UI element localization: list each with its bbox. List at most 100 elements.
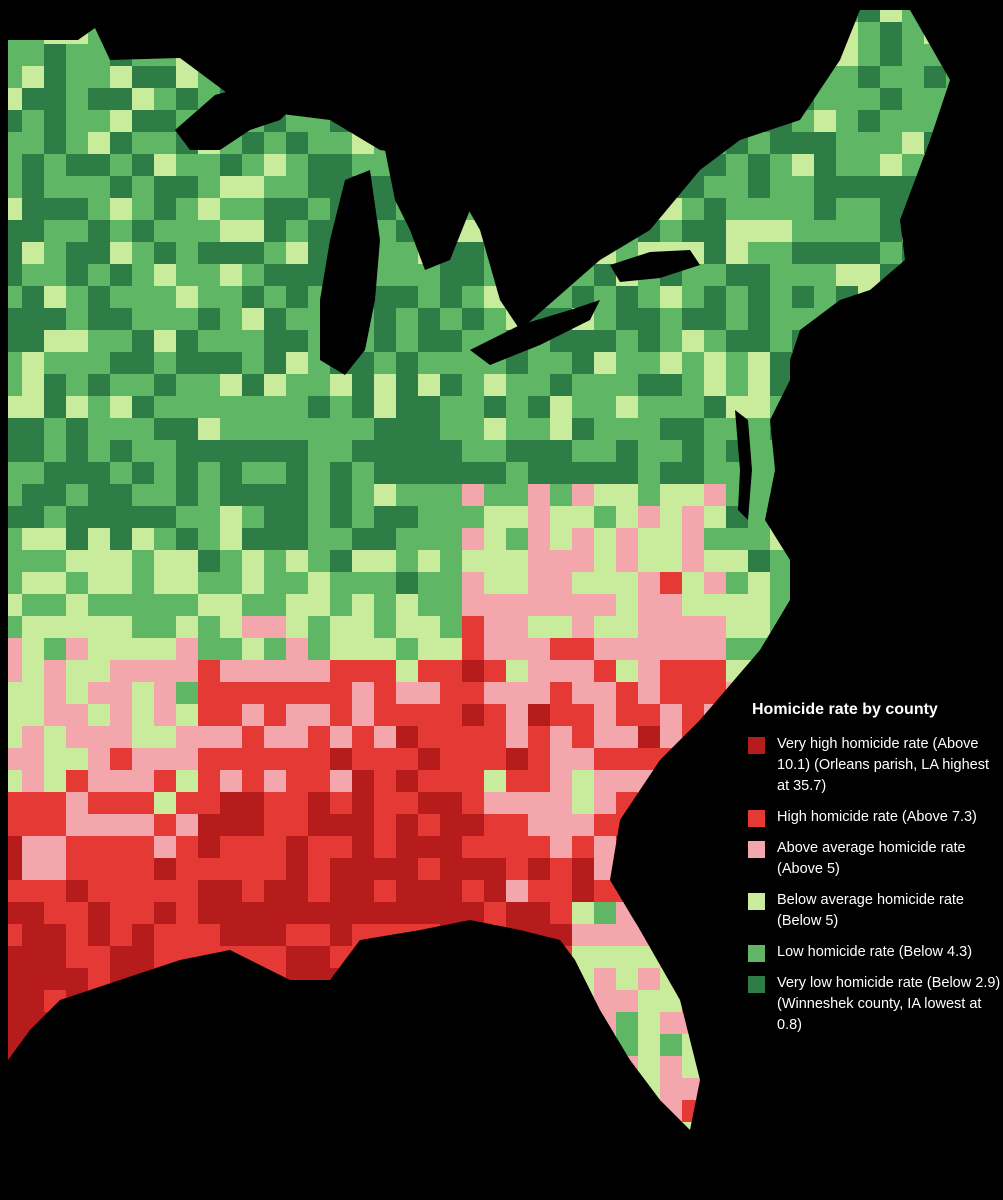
county-cell	[814, 132, 837, 155]
county-cell	[308, 836, 331, 859]
county-cell	[374, 594, 397, 617]
county-cell	[396, 308, 419, 331]
county-cell	[462, 440, 485, 463]
county-cell	[528, 550, 551, 573]
county-cell	[242, 858, 265, 881]
county-cell	[440, 770, 463, 793]
county-cell	[418, 286, 441, 309]
county-cell	[110, 352, 133, 375]
county-cell	[484, 836, 507, 859]
county-cell	[110, 572, 133, 595]
county-cell	[528, 770, 551, 793]
county-cell	[154, 220, 177, 243]
county-cell	[792, 220, 815, 243]
county-cell	[264, 704, 287, 727]
county-cell	[154, 66, 177, 89]
county-cell	[682, 484, 705, 507]
county-cell	[374, 638, 397, 661]
county-cell	[176, 836, 199, 859]
county-cell	[660, 682, 683, 705]
county-cell	[638, 352, 661, 375]
county-cell	[264, 220, 287, 243]
county-cell	[638, 572, 661, 595]
county-cell	[308, 396, 331, 419]
county-cell	[616, 704, 639, 727]
county-cell	[528, 814, 551, 837]
county-cell	[154, 528, 177, 551]
county-cell	[220, 528, 243, 551]
legend-label: Above average homicide rate (Above 5)	[777, 840, 966, 877]
county-cell	[594, 946, 617, 969]
county-cell	[264, 902, 287, 925]
county-cell	[462, 506, 485, 529]
county-cell	[132, 572, 155, 595]
county-cell	[572, 594, 595, 617]
county-cell	[264, 352, 287, 375]
county-cell	[352, 550, 375, 573]
county-cell	[462, 836, 485, 859]
county-cell	[440, 748, 463, 771]
county-cell	[8, 836, 23, 859]
county-cell	[220, 924, 243, 947]
county-cell	[44, 440, 67, 463]
county-cell	[770, 220, 793, 243]
county-cell	[132, 66, 155, 89]
county-cell	[286, 638, 309, 661]
county-cell	[286, 264, 309, 287]
county-cell	[462, 770, 485, 793]
county-cell	[374, 572, 397, 595]
county-cell	[792, 132, 815, 155]
county-cell	[110, 220, 133, 243]
county-cell	[264, 726, 287, 749]
county-cell	[550, 858, 573, 881]
county-cell	[8, 484, 23, 507]
county-cell	[682, 308, 705, 331]
county-cell	[132, 858, 155, 881]
county-cell	[726, 308, 749, 331]
county-cell	[638, 594, 661, 617]
county-cell	[176, 440, 199, 463]
county-cell	[264, 660, 287, 683]
county-cell	[110, 814, 133, 837]
county-cell	[506, 660, 529, 683]
county-cell	[858, 176, 881, 199]
county-cell	[440, 902, 463, 925]
county-cell	[66, 484, 89, 507]
county-cell	[110, 836, 133, 859]
county-cell	[484, 308, 507, 331]
county-cell	[66, 154, 89, 177]
county-cell	[858, 132, 881, 155]
county-cell	[836, 88, 859, 111]
legend-swatch	[748, 737, 765, 754]
county-cell	[682, 638, 705, 661]
county-cell	[770, 330, 793, 353]
county-cell	[726, 638, 749, 661]
county-cell	[154, 396, 177, 419]
county-cell	[858, 154, 881, 177]
county-cell	[594, 990, 617, 1013]
county-cell	[66, 660, 89, 683]
county-cell	[594, 374, 617, 397]
county-cell	[550, 572, 573, 595]
county-cell	[550, 726, 573, 749]
county-cell	[110, 462, 133, 485]
county-cell	[44, 748, 67, 771]
county-cell	[528, 594, 551, 617]
county-cell	[858, 264, 881, 287]
county-cell	[814, 286, 837, 309]
county-cell	[22, 682, 45, 705]
county-cell	[8, 88, 23, 111]
county-cell	[132, 484, 155, 507]
county-cell	[66, 506, 89, 529]
county-cell	[374, 704, 397, 727]
county-cell	[22, 770, 45, 793]
county-cell	[396, 550, 419, 573]
county-cell	[8, 858, 23, 881]
county-cell	[374, 770, 397, 793]
county-cell	[616, 594, 639, 617]
county-cell	[286, 792, 309, 815]
county-cell	[154, 902, 177, 925]
county-cell	[462, 396, 485, 419]
county-cell	[748, 550, 771, 573]
county-cell	[814, 110, 837, 133]
